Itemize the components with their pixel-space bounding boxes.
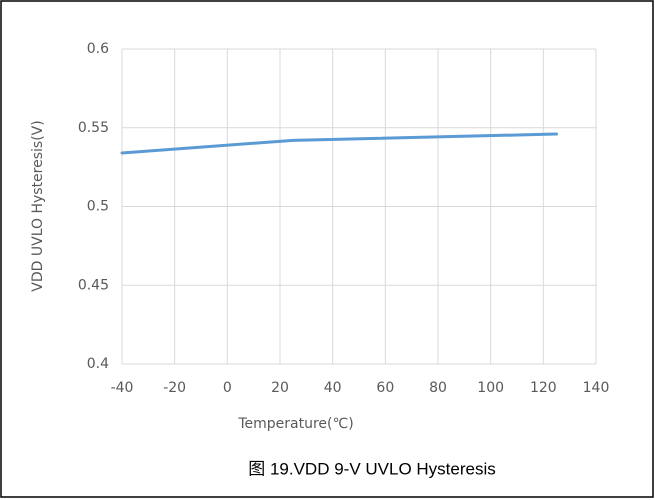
caption: 图 19.VDD 9-V UVLO Hysteresis	[248, 459, 496, 478]
x-axis-label: Temperature(℃)	[237, 416, 353, 432]
x-tick-label: 60	[376, 380, 394, 396]
y-axis-label: VDD UVLO Hysteresis(V)	[30, 120, 46, 291]
data-line	[120, 132, 558, 155]
y-tick-label: 0.45	[78, 277, 109, 293]
x-tick-label: -20	[163, 380, 186, 396]
y-tick-label: 0.5	[87, 199, 109, 215]
x-tick-label: -40	[111, 380, 134, 396]
x-tick-label: 80	[429, 380, 447, 396]
x-tick-label: 40	[324, 380, 342, 396]
y-tick-label: 0.55	[78, 120, 109, 136]
x-tick-label: 120	[530, 380, 557, 396]
y-tick-label: 0.6	[87, 41, 109, 57]
y-tick-label: 0.4	[87, 356, 109, 372]
x-tick-label: 20	[271, 380, 289, 396]
x-tick-label: 100	[477, 380, 504, 396]
x-tick-label: 0	[223, 380, 232, 396]
x-tick-label: 140	[583, 380, 610, 396]
